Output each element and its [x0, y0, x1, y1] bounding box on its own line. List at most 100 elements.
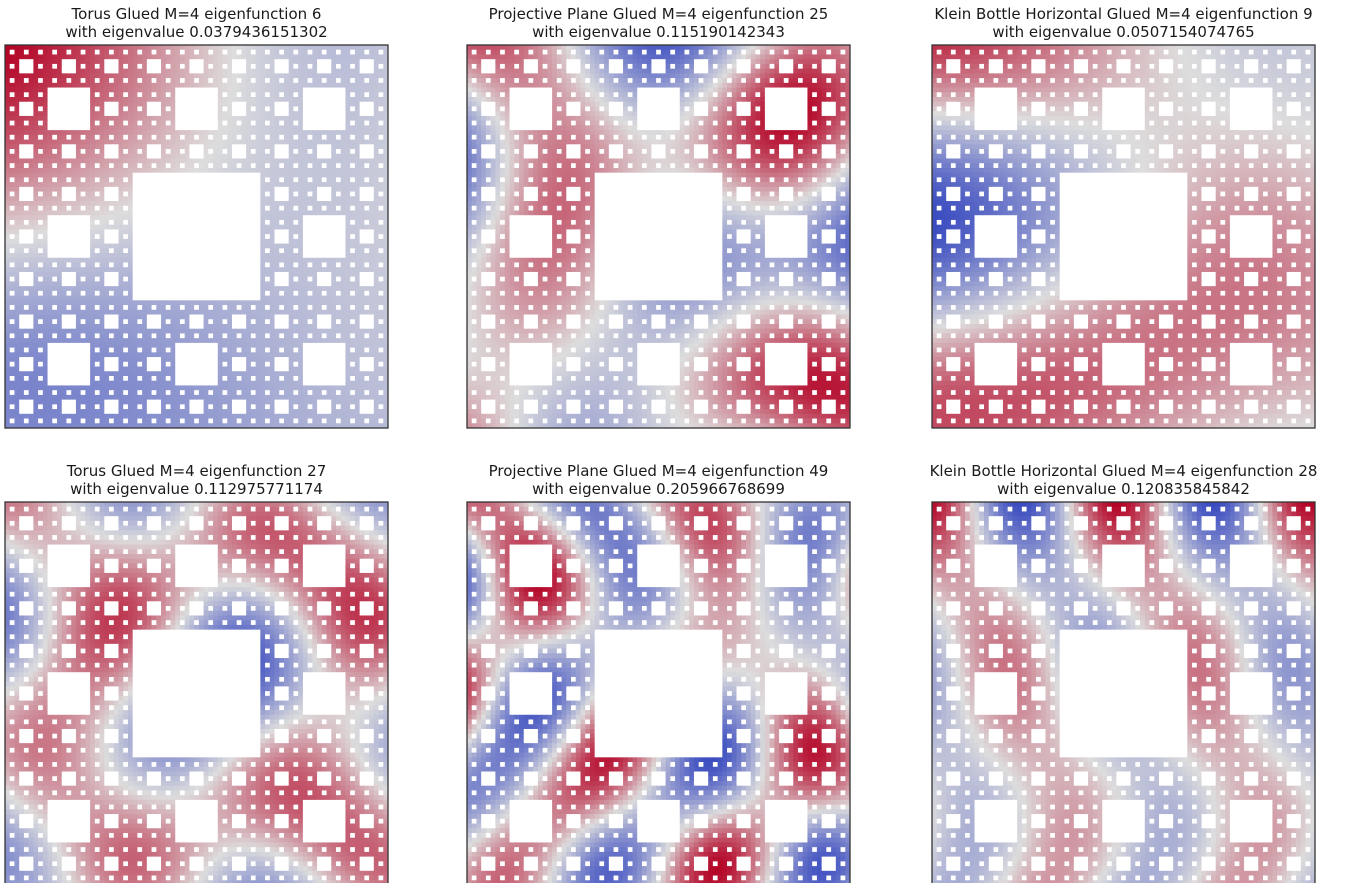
heatmap-cell [279, 182, 284, 187]
heatmap-cell [355, 78, 360, 83]
heatmap-cell [204, 64, 209, 69]
heatmap-cell [48, 168, 53, 173]
carpet-hole [24, 92, 29, 97]
heatmap-cell [223, 125, 228, 130]
carpet-hole [156, 154, 161, 159]
carpet-hole [331, 121, 336, 126]
heatmap-cell [100, 121, 105, 126]
carpet-hole [336, 163, 341, 168]
heatmap-cell [109, 97, 114, 102]
carpet-hole [350, 121, 355, 126]
heatmap-cell [90, 73, 95, 78]
carpet-hole [175, 196, 180, 201]
heatmap-cell [213, 64, 218, 69]
carpet-hole [336, 135, 341, 140]
heatmap-cell [265, 73, 270, 78]
heatmap-cell [133, 83, 138, 88]
carpet-hole [364, 106, 369, 111]
carpet-hole [208, 111, 213, 116]
heatmap-cell [10, 130, 15, 135]
heatmap-cell [142, 111, 147, 116]
heatmap-cell [331, 182, 336, 187]
heatmap-cell [170, 135, 175, 140]
heatmap-cell [100, 130, 105, 135]
carpet-hole [81, 116, 86, 121]
carpet-hole [189, 182, 194, 187]
heatmap-cell [123, 144, 128, 149]
heatmap-cell [81, 140, 86, 145]
heatmap-cell [90, 149, 95, 154]
carpet-hole [208, 182, 213, 187]
carpet-hole [364, 64, 369, 69]
heatmap-cell [118, 59, 123, 64]
heatmap-cell [341, 64, 346, 69]
heatmap-cell [38, 140, 43, 145]
heatmap-cell [147, 92, 152, 97]
carpet-hole [379, 163, 384, 168]
heatmap-cell [128, 140, 133, 145]
heatmap-cell [308, 144, 313, 149]
carpet-hole [308, 206, 313, 211]
heatmap-cell [379, 45, 384, 50]
heatmap-cell [33, 187, 38, 192]
carpet-hole [223, 187, 228, 192]
heatmap-cell [76, 206, 81, 211]
carpet-hole [114, 106, 119, 111]
carpet-hole [251, 50, 256, 55]
heatmap-cell [175, 50, 180, 55]
heatmap-cell [123, 97, 128, 102]
carpet-hole [312, 92, 317, 97]
carpet-hole [336, 88, 341, 93]
carpet-hole [223, 201, 228, 206]
heatmap-cell [109, 130, 114, 135]
heatmap-cell [147, 121, 152, 126]
heatmap-cell [57, 135, 62, 140]
heatmap-cell [298, 111, 303, 116]
carpet-hole [232, 69, 237, 74]
heatmap-cell [128, 69, 133, 74]
heatmap-cell [256, 168, 261, 173]
carpet-hole [241, 102, 246, 107]
heatmap-cell [260, 64, 265, 69]
heatmap-cell [123, 210, 128, 215]
carpet-hole [57, 215, 62, 220]
heatmap-cell [308, 130, 313, 135]
carpet-hole [170, 215, 175, 220]
heatmap-cell [71, 45, 76, 50]
carpet-hole [194, 177, 199, 182]
carpet-hole [147, 192, 152, 197]
carpet-hole [199, 69, 204, 74]
heatmap-cell [298, 83, 303, 88]
carpet-hole [166, 78, 171, 83]
heatmap-cell [100, 64, 105, 69]
heatmap-cell [350, 196, 355, 201]
carpet-hole [279, 78, 284, 83]
heatmap-cell [14, 111, 19, 116]
heatmap-cell [289, 140, 294, 145]
heatmap-cell [175, 54, 180, 59]
heatmap-cell [350, 187, 355, 192]
heatmap-cell [345, 130, 350, 135]
heatmap-cell [185, 158, 190, 163]
heatmap-cell [227, 92, 232, 97]
carpet-hole [284, 106, 289, 111]
carpet-hole [104, 102, 109, 107]
heatmap-cell [308, 45, 313, 50]
carpet-hole [194, 163, 199, 168]
carpet-hole [180, 215, 185, 220]
heatmap-cell [142, 125, 147, 130]
heatmap-cell [227, 158, 232, 163]
heatmap-cell [232, 163, 237, 168]
carpet-hole [109, 64, 114, 69]
heatmap-cell [156, 121, 161, 126]
heatmap-cell [14, 149, 19, 154]
heatmap-cell [5, 121, 10, 126]
heatmap-cell [170, 125, 175, 130]
carpet-hole [109, 111, 114, 116]
heatmap-cell [213, 83, 218, 88]
heatmap-cell [345, 168, 350, 173]
heatmap-cell [104, 173, 109, 178]
heatmap-cell [19, 78, 24, 83]
heatmap-cell [104, 168, 109, 173]
carpet-hole [350, 192, 355, 197]
